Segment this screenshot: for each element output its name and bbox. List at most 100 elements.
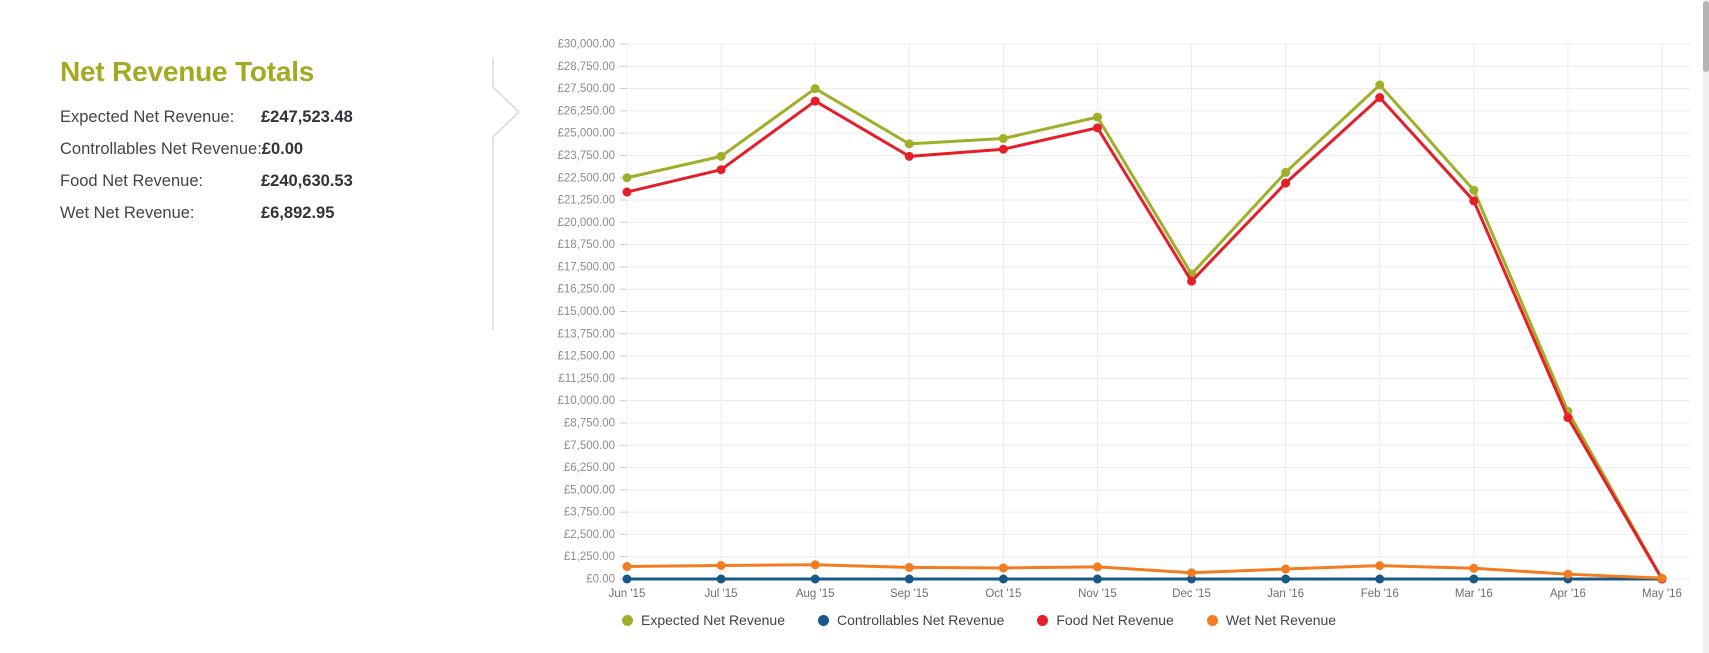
y-axis-tick-label: £3,750.00	[564, 507, 615, 519]
data-point-controllables-net-revenue[interactable]	[1469, 574, 1479, 584]
data-point-expected-net-revenue[interactable]	[716, 151, 726, 161]
data-point-food-net-revenue[interactable]	[1187, 276, 1197, 286]
data-point-wet-net-revenue[interactable]	[810, 560, 820, 570]
chart-grid: £0.00 £1,250.00 £2,500.00 £3,750.00 £5,000.0…	[557, 39, 1690, 600]
y-axis-tick-label: £28,750.00	[557, 61, 615, 73]
data-point-expected-net-revenue[interactable]	[622, 173, 632, 183]
data-point-food-net-revenue[interactable]	[1563, 413, 1573, 423]
data-point-wet-net-revenue[interactable]	[1187, 568, 1197, 578]
data-point-controllables-net-revenue[interactable]	[904, 574, 914, 584]
data-point-controllables-net-revenue[interactable]	[1187, 574, 1197, 584]
x-axis-tick-label: Feb '16	[1361, 588, 1399, 600]
data-point-wet-net-revenue[interactable]	[716, 560, 726, 570]
x-axis-tick-label: May '16	[1642, 588, 1682, 600]
y-axis-tick-label: £18,750.00	[557, 239, 615, 251]
data-point-controllables-net-revenue[interactable]	[1375, 574, 1385, 584]
data-point-food-net-revenue[interactable]	[904, 151, 914, 161]
x-axis-tick-label: Dec '15	[1172, 588, 1211, 600]
data-point-wet-net-revenue[interactable]	[622, 562, 632, 572]
summary-label: Expected Net Revenue:	[60, 108, 235, 126]
x-axis-tick-label: Jan '16	[1267, 588, 1304, 600]
x-axis-tick-label: Sep '15	[890, 588, 929, 600]
data-point-controllables-net-revenue[interactable]	[1092, 574, 1102, 584]
legend-label: Expected Net Revenue	[641, 612, 785, 628]
data-point-expected-net-revenue[interactable]	[1281, 167, 1291, 177]
series-expected-net-revenue[interactable]	[622, 80, 1667, 584]
x-axis-tick-label: Mar '16	[1455, 588, 1493, 600]
legend-item-controllables[interactable]: Controllables Net Revenue	[817, 611, 1005, 629]
data-point-food-net-revenue[interactable]	[1092, 123, 1102, 133]
panel-divider-arrow	[492, 58, 521, 330]
data-point-food-net-revenue[interactable]	[716, 165, 726, 175]
legend-item-wet[interactable]: Wet Net Revenue	[1206, 611, 1336, 629]
data-point-wet-net-revenue[interactable]	[1281, 564, 1291, 574]
y-axis-tick-label: £21,250.00	[557, 195, 615, 207]
data-point-food-net-revenue[interactable]	[998, 144, 1008, 154]
y-axis-tick-label: £5,000.00	[564, 484, 615, 496]
y-axis-tick-label: £22,500.00	[557, 172, 615, 184]
data-point-expected-net-revenue[interactable]	[1469, 185, 1479, 195]
legend-item-food[interactable]: Food Net Revenue	[1037, 611, 1174, 629]
y-axis-tick-label: £11,250.00	[558, 373, 615, 385]
series-food-net-revenue[interactable]	[622, 93, 1667, 584]
data-point-wet-net-revenue[interactable]	[1092, 562, 1102, 572]
x-axis-tick-label: Nov '15	[1078, 588, 1117, 600]
y-axis-tick-label: £23,750.00	[557, 150, 615, 162]
y-axis-tick-label: £7,500.00	[564, 440, 615, 452]
page-title: Net Revenue Totals	[60, 56, 315, 87]
data-point-wet-net-revenue[interactable]	[1563, 569, 1573, 579]
data-point-expected-net-revenue[interactable]	[904, 139, 914, 149]
data-point-wet-net-revenue[interactable]	[1657, 573, 1667, 583]
summary-label: Controllables Net Revenue:	[60, 140, 262, 158]
legend-dot-icon	[817, 614, 829, 626]
y-axis-tick-label: £2,500.00	[564, 529, 615, 541]
data-point-wet-net-revenue[interactable]	[1469, 563, 1479, 573]
y-axis-tick-label: £1,250.00	[564, 551, 615, 563]
x-axis-tick-label: Oct '15	[985, 588, 1021, 600]
x-axis-tick-label: Jul '15	[705, 588, 738, 600]
x-axis-tick-label: Apr '16	[1550, 588, 1586, 600]
y-axis-tick-label: £15,000.00	[557, 306, 615, 318]
data-point-wet-net-revenue[interactable]	[1375, 561, 1385, 571]
series-wet-net-revenue[interactable]	[622, 560, 1667, 583]
summary-row-expected: Expected Net Revenue: £247,523.48	[60, 108, 353, 127]
y-axis-tick-label: £26,250.00	[557, 105, 615, 117]
y-axis-tick-label: £10,000.00	[557, 395, 615, 407]
data-point-food-net-revenue[interactable]	[810, 96, 820, 106]
legend-label: Food Net Revenue	[1056, 612, 1174, 628]
data-point-expected-net-revenue[interactable]	[810, 84, 820, 94]
y-axis-tick-label: £25,000.00	[557, 128, 615, 140]
chart-legend: Expected Net Revenue Controllables Net R…	[622, 611, 1336, 629]
net-revenue-summary-rows: Expected Net Revenue: £247,523.48 Control…	[60, 108, 353, 236]
data-point-wet-net-revenue[interactable]	[998, 563, 1008, 573]
summary-value: £240,630.53	[261, 172, 353, 190]
data-point-controllables-net-revenue[interactable]	[998, 574, 1008, 584]
vertical-scrollbar	[1703, 0, 1709, 653]
data-point-controllables-net-revenue[interactable]	[622, 574, 632, 584]
data-point-controllables-net-revenue[interactable]	[716, 574, 726, 584]
summary-row-controllables: Controllables Net Revenue:£0.00	[60, 140, 353, 159]
data-point-food-net-revenue[interactable]	[1469, 196, 1479, 206]
legend-dot-icon	[1206, 614, 1218, 626]
scrollbar-thumb[interactable]	[1703, 1, 1709, 72]
y-axis-tick-label: £0.00	[586, 574, 615, 586]
data-point-wet-net-revenue[interactable]	[904, 562, 914, 572]
data-point-food-net-revenue[interactable]	[1375, 93, 1385, 102]
legend-label: Controllables Net Revenue	[836, 612, 1005, 628]
series-controllables-net-revenue[interactable]	[622, 574, 1667, 584]
legend-item-expected[interactable]: Expected Net Revenue	[622, 611, 785, 629]
data-point-food-net-revenue[interactable]	[1281, 178, 1291, 188]
data-point-controllables-net-revenue[interactable]	[1281, 574, 1291, 584]
data-point-expected-net-revenue[interactable]	[1092, 112, 1102, 122]
summary-value: £247,523.48	[261, 108, 353, 126]
data-point-food-net-revenue[interactable]	[622, 187, 632, 197]
summary-value: £6,892.95	[261, 204, 335, 222]
data-point-controllables-net-revenue[interactable]	[810, 574, 820, 584]
x-axis-tick-label: Aug '15	[796, 588, 835, 600]
data-point-expected-net-revenue[interactable]	[998, 134, 1008, 144]
data-point-expected-net-revenue[interactable]	[1375, 80, 1385, 90]
y-axis-tick-label: £13,750.00	[557, 328, 615, 340]
summary-value: £0.00	[261, 140, 304, 158]
legend-dot-icon	[1037, 614, 1049, 626]
